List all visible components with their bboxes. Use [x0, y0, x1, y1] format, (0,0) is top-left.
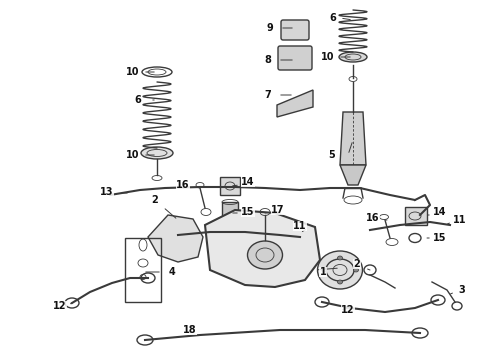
- Text: 3: 3: [459, 285, 466, 295]
- Bar: [405, 207, 427, 225]
- Text: 11: 11: [293, 221, 307, 231]
- Text: 14: 14: [433, 207, 447, 217]
- Polygon shape: [340, 165, 366, 185]
- FancyBboxPatch shape: [281, 20, 309, 40]
- Text: 1: 1: [319, 267, 326, 277]
- Text: 18: 18: [183, 325, 197, 335]
- Ellipse shape: [321, 268, 326, 272]
- Text: 11: 11: [453, 215, 467, 225]
- Polygon shape: [148, 215, 203, 262]
- Ellipse shape: [353, 268, 359, 272]
- Polygon shape: [340, 112, 366, 165]
- Text: 16: 16: [366, 213, 380, 223]
- Bar: [220, 177, 240, 195]
- Text: 9: 9: [267, 23, 273, 33]
- Text: 5: 5: [329, 150, 335, 160]
- Text: 12: 12: [341, 305, 355, 315]
- Text: 10: 10: [321, 52, 335, 62]
- Bar: [222, 202, 238, 222]
- Polygon shape: [277, 90, 313, 117]
- Ellipse shape: [338, 256, 343, 260]
- Ellipse shape: [338, 280, 343, 284]
- Bar: [125, 238, 161, 302]
- Text: 15: 15: [241, 207, 255, 217]
- Text: 16: 16: [176, 180, 190, 190]
- Text: 14: 14: [241, 177, 255, 187]
- Text: 7: 7: [265, 90, 271, 100]
- Text: 12: 12: [53, 301, 67, 311]
- Text: 10: 10: [126, 67, 140, 77]
- Text: 10: 10: [126, 150, 140, 160]
- Text: 6: 6: [135, 95, 142, 105]
- Text: 8: 8: [265, 55, 271, 65]
- Text: 17: 17: [271, 205, 285, 215]
- FancyBboxPatch shape: [278, 46, 312, 70]
- Text: 13: 13: [100, 187, 114, 197]
- Ellipse shape: [247, 241, 283, 269]
- Ellipse shape: [141, 147, 173, 159]
- Text: 2: 2: [151, 195, 158, 205]
- Text: 6: 6: [330, 13, 336, 23]
- Ellipse shape: [318, 251, 363, 289]
- Text: 4: 4: [169, 267, 175, 277]
- Text: 2: 2: [354, 259, 360, 269]
- Ellipse shape: [339, 52, 367, 62]
- Text: 15: 15: [433, 233, 447, 243]
- Polygon shape: [205, 210, 320, 287]
